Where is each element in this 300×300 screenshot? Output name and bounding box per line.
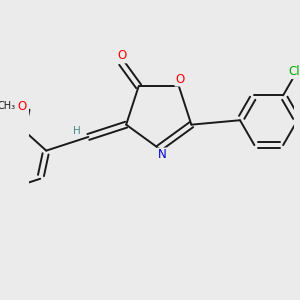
- Text: H: H: [74, 126, 81, 136]
- Text: O: O: [18, 100, 27, 113]
- Text: Cl: Cl: [288, 65, 300, 78]
- Text: O: O: [117, 50, 126, 62]
- Text: O: O: [176, 73, 184, 86]
- Text: N: N: [158, 148, 167, 161]
- Text: CH₃: CH₃: [0, 101, 15, 111]
